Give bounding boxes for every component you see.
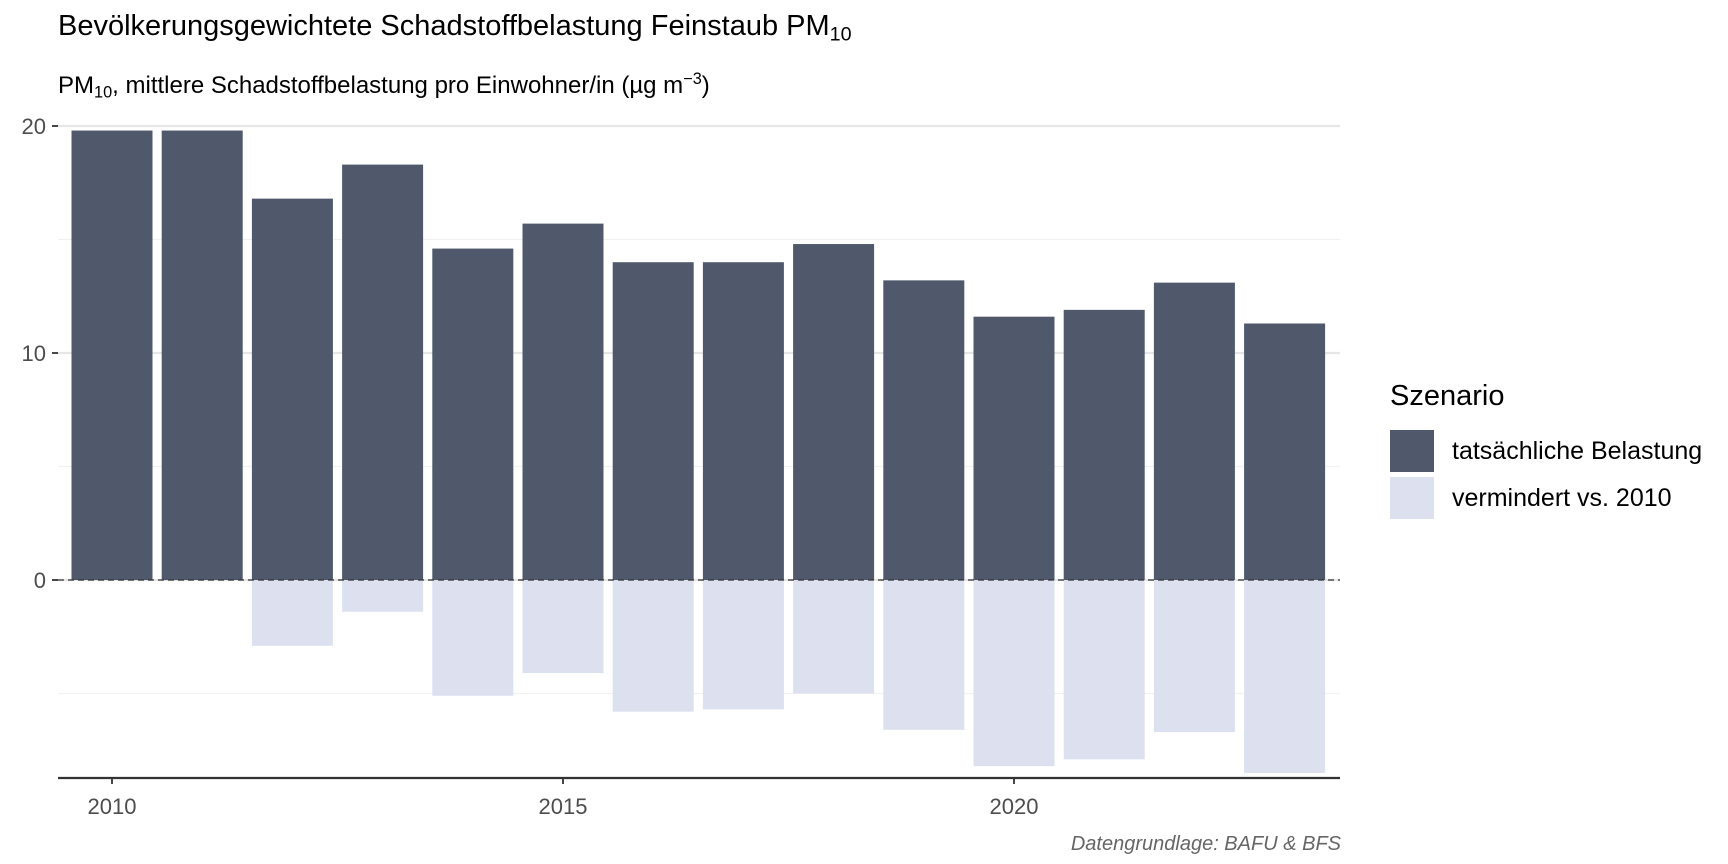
bar-actual-2020 xyxy=(973,316,1055,580)
legend-item-reduced: vermindert vs. 2010 xyxy=(1390,477,1672,519)
bar-reduced-2020 xyxy=(973,580,1055,767)
bar-reduced-2019 xyxy=(883,580,965,730)
bar-actual-2023 xyxy=(1244,323,1326,580)
bar-actual-2021 xyxy=(1063,309,1145,580)
y-tick-label-0: 0 xyxy=(34,568,46,593)
y-tick-label-10: 10 xyxy=(22,341,46,366)
x-tick-label-2020: 2020 xyxy=(990,794,1039,819)
chart-title: Bevölkerungsgewichtete Schadstoffbelastu… xyxy=(58,10,852,46)
bar-actual-2015 xyxy=(522,223,604,581)
bar-actual-2014 xyxy=(432,248,514,580)
bar-actual-2016 xyxy=(612,262,694,580)
legend-swatch-reduced xyxy=(1390,477,1434,519)
legend-label-reduced: vermindert vs. 2010 xyxy=(1452,483,1672,512)
bar-actual-2019 xyxy=(883,280,965,580)
bar-reduced-2022 xyxy=(1153,580,1235,733)
bar-reduced-2017 xyxy=(702,580,784,710)
y-tick-label-20: 20 xyxy=(22,114,46,139)
legend-swatch-actual xyxy=(1390,430,1434,472)
source-caption: Datengrundlage: BAFU & BFS xyxy=(1070,833,1341,855)
bar-actual-2010 xyxy=(71,130,153,581)
bar-reduced-2013 xyxy=(342,580,424,612)
legend-item-actual: tatsächliche Belastung xyxy=(1390,430,1702,472)
bar-reduced-2012 xyxy=(251,580,333,646)
bar-reduced-2015 xyxy=(522,580,604,674)
x-tick-label-2010: 2010 xyxy=(88,794,137,819)
bar-reduced-2014 xyxy=(432,580,514,696)
bar-actual-2013 xyxy=(342,164,424,580)
bar-actual-2022 xyxy=(1153,282,1235,580)
bar-reduced-2016 xyxy=(612,580,694,712)
x-tick-label-2015: 2015 xyxy=(539,794,588,819)
bar-reduced-2023 xyxy=(1244,580,1326,773)
chart-subtitle: PM10, mittlere Schadstoffbelastung pro E… xyxy=(58,70,710,102)
legend-title: Szenario xyxy=(1390,380,1505,412)
bar-actual-2012 xyxy=(251,198,333,580)
bar-actual-2011 xyxy=(161,130,243,581)
bar-reduced-2018 xyxy=(793,580,875,694)
bar-reduced-2021 xyxy=(1063,580,1145,760)
legend-label-actual: tatsächliche Belastung xyxy=(1452,436,1703,465)
bar-actual-2017 xyxy=(702,262,784,580)
bar-actual-2018 xyxy=(793,244,875,581)
